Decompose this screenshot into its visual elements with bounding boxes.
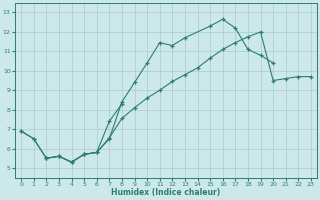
- X-axis label: Humidex (Indice chaleur): Humidex (Indice chaleur): [111, 188, 221, 197]
